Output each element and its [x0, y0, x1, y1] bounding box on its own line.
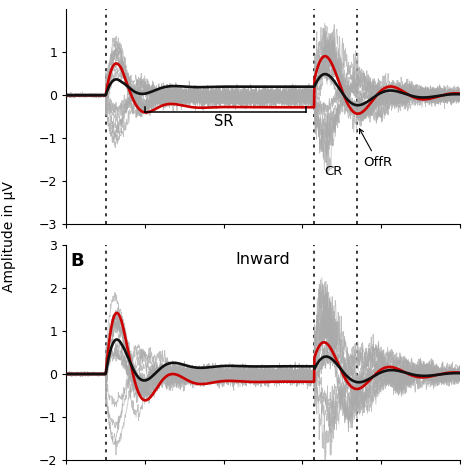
Text: B: B — [70, 252, 84, 270]
Text: OffR: OffR — [359, 129, 392, 169]
Text: SR: SR — [214, 114, 234, 129]
Text: Inward: Inward — [236, 252, 291, 267]
Text: Amplitude in μV: Amplitude in μV — [2, 182, 17, 292]
Text: CR: CR — [324, 164, 342, 178]
